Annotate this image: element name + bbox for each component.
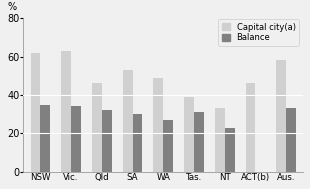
Bar — [31, 53, 40, 172]
Bar — [153, 78, 163, 172]
Legend: Capital city(a), Balance: Capital city(a), Balance — [218, 19, 299, 46]
Bar — [215, 108, 225, 172]
Bar — [123, 70, 133, 172]
Bar — [225, 128, 235, 172]
Bar — [246, 84, 255, 172]
Bar — [40, 105, 50, 172]
Bar — [92, 84, 102, 172]
Bar — [276, 60, 286, 172]
Bar — [61, 51, 71, 172]
Bar — [194, 112, 204, 172]
Bar — [163, 120, 173, 172]
Y-axis label: %: % — [8, 2, 17, 12]
Bar — [133, 114, 142, 172]
Bar — [184, 97, 194, 172]
Bar — [286, 108, 296, 172]
Bar — [102, 110, 112, 172]
Bar — [71, 106, 81, 172]
